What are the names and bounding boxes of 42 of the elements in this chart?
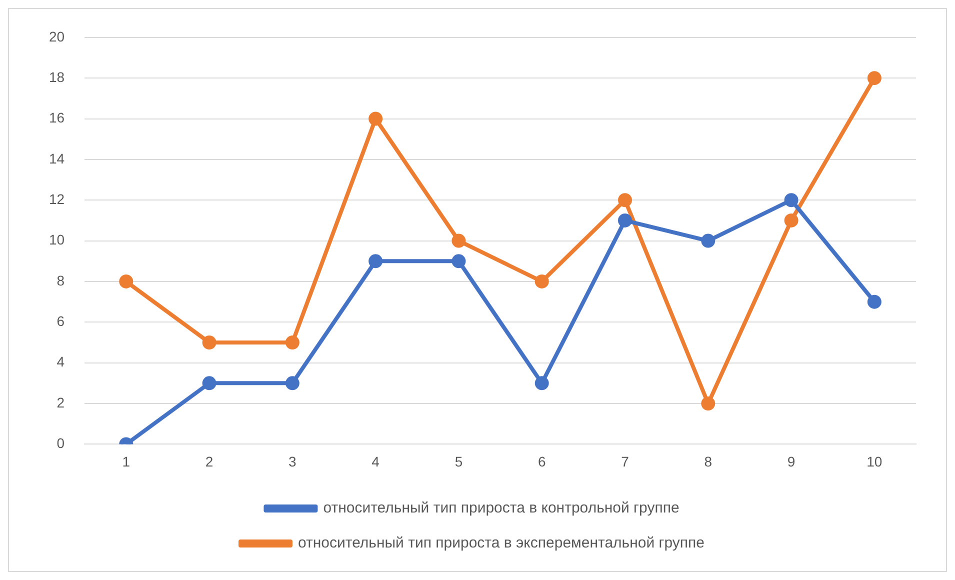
legend-label: относительный тип прироста в эксперементальной группе — [298, 534, 705, 552]
point — [534, 376, 549, 390]
y-tick-label: 8 — [56, 272, 65, 288]
y-tick-label: 12 — [48, 190, 65, 207]
point — [701, 234, 716, 248]
point — [202, 336, 216, 350]
x-tick-label: 1 — [122, 453, 130, 470]
x-tick-label: 9 — [787, 453, 796, 470]
point — [784, 213, 798, 228]
point — [285, 336, 300, 350]
point — [618, 193, 632, 208]
x-tick-label: 8 — [704, 453, 712, 470]
x-tick-label: 10 — [866, 453, 882, 470]
x-tick-label: 5 — [454, 453, 463, 470]
point — [452, 234, 466, 248]
legend-label: относительный тип прироста в контрольной группе — [323, 500, 680, 517]
y-tick-label: 14 — [48, 150, 65, 166]
point — [784, 193, 798, 208]
y-tick-label: 6 — [56, 313, 65, 330]
x-tick-label: 2 — [205, 453, 214, 470]
x-tick-label: 4 — [372, 453, 380, 470]
point — [368, 254, 383, 268]
point — [368, 112, 383, 126]
point — [285, 376, 300, 390]
point — [867, 294, 882, 309]
point — [701, 396, 716, 411]
y-tick-label: 18 — [48, 68, 65, 85]
point — [534, 274, 549, 288]
y-tick-label: 0 — [56, 435, 65, 452]
point — [202, 376, 216, 390]
x-tick-label: 6 — [538, 453, 546, 470]
point — [867, 71, 882, 86]
y-tick-label: 20 — [48, 28, 65, 44]
y-tick-label: 16 — [48, 110, 65, 126]
point — [452, 254, 466, 268]
y-tick-label: 4 — [56, 354, 65, 370]
y-tick-label: 10 — [48, 232, 65, 248]
y-tick-label: 2 — [56, 394, 65, 410]
x-tick-label: 7 — [621, 453, 630, 470]
point — [618, 213, 632, 228]
point — [119, 274, 134, 288]
x-tick-label: 3 — [288, 453, 297, 470]
